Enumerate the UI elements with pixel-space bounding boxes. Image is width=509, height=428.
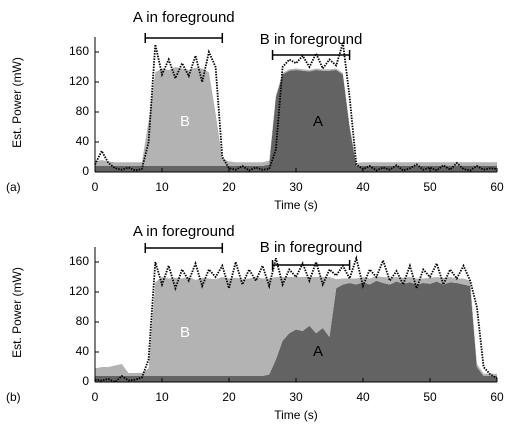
x-tick-label: 50 <box>423 180 437 194</box>
y-axis-label: Est. Power (mW) <box>10 57 24 148</box>
trace-line <box>94 42 498 172</box>
annotation: B in foreground <box>260 31 363 48</box>
y-tick-label: 80 <box>76 314 90 328</box>
y-tick-label: 120 <box>69 284 89 298</box>
panel-label: (a) <box>6 180 21 194</box>
x-tick-label: 60 <box>490 390 504 404</box>
y-tick-label: 160 <box>69 254 89 268</box>
x-tick-label: 30 <box>289 180 303 194</box>
x-tick-label: 50 <box>423 390 437 404</box>
x-tick-label: 30 <box>289 390 303 404</box>
area <box>95 70 497 172</box>
area <box>95 276 497 376</box>
y-tick-label: 40 <box>76 344 90 358</box>
y-tick-label: 0 <box>82 164 89 178</box>
trace-line <box>94 254 498 384</box>
y-tick-label: 0 <box>82 374 89 388</box>
area <box>95 280 497 382</box>
x-tick-label: 0 <box>92 180 99 194</box>
area <box>95 67 497 166</box>
x-tick-label: 10 <box>155 390 169 404</box>
x-tick-label: 40 <box>356 180 370 194</box>
annotation: A in foreground <box>133 223 235 240</box>
area-label: B <box>180 324 190 341</box>
area-label: B <box>180 113 190 130</box>
annotation: A in foreground <box>133 9 235 26</box>
x-tick-label: 20 <box>222 390 236 404</box>
x-tick-label: 60 <box>490 180 504 194</box>
y-tick-label: 160 <box>69 44 89 58</box>
x-tick-label: 20 <box>222 180 236 194</box>
x-tick-label: 0 <box>92 390 99 404</box>
x-axis-label: Time (s) <box>274 198 318 212</box>
x-tick-label: 10 <box>155 180 169 194</box>
y-axis-label: Est. Power (mW) <box>10 267 24 358</box>
y-tick-label: 40 <box>76 134 90 148</box>
y-tick-label: 120 <box>69 74 89 88</box>
x-tick-label: 40 <box>356 390 370 404</box>
x-axis-label: Time (s) <box>274 408 318 422</box>
area-label: A <box>313 113 323 130</box>
y-tick-label: 80 <box>76 104 90 118</box>
panel-label: (b) <box>6 390 21 404</box>
area-label: A <box>313 343 323 360</box>
annotation: B in foreground <box>260 239 363 256</box>
